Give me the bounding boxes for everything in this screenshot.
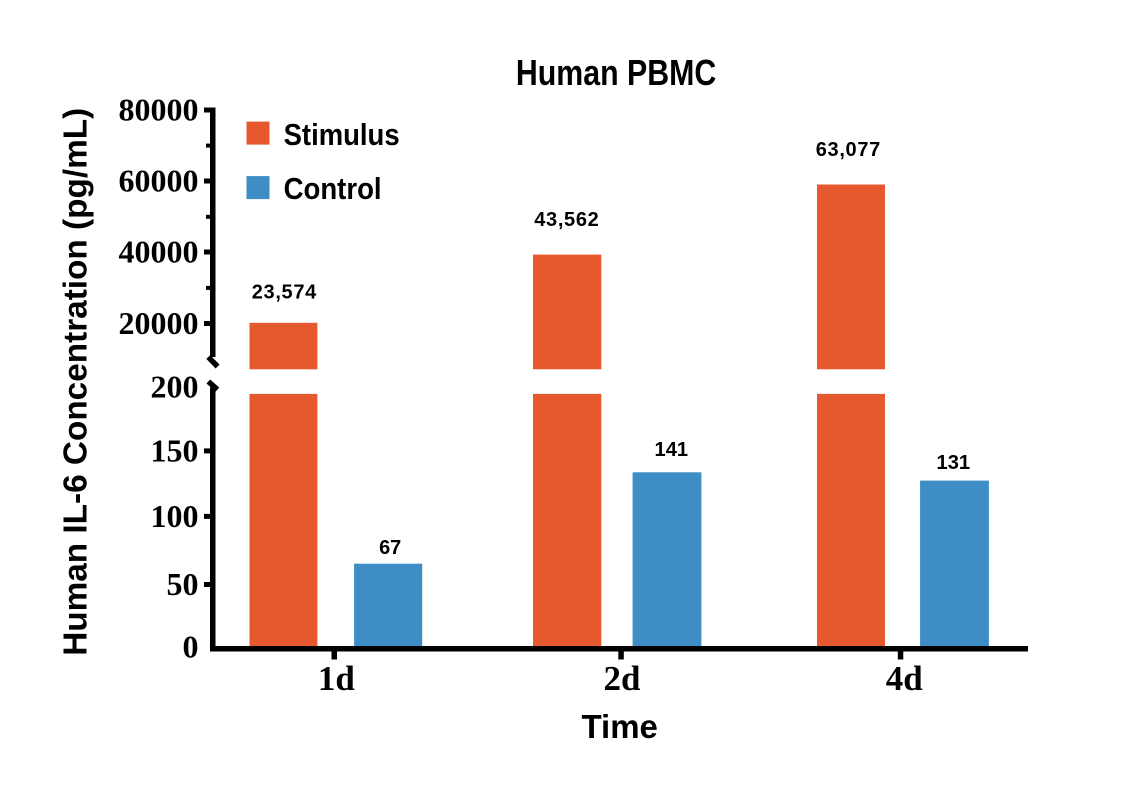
svg-text:Human PBMC: Human PBMC xyxy=(516,52,716,93)
svg-text:43,562: 43,562 xyxy=(534,209,599,231)
svg-text:80000: 80000 xyxy=(119,92,199,128)
svg-text:131: 131 xyxy=(937,452,971,474)
svg-text:23,574: 23,574 xyxy=(252,282,317,304)
svg-text:67: 67 xyxy=(379,537,401,559)
svg-text:50: 50 xyxy=(167,566,199,602)
svg-text:63,077: 63,077 xyxy=(816,139,881,161)
svg-text:Human IL-6 Concentration (pg/m: Human IL-6 Concentration (pg/mL) xyxy=(57,108,94,656)
svg-text:4d: 4d xyxy=(886,659,924,698)
svg-text:Stimulus: Stimulus xyxy=(284,117,400,152)
svg-text:100: 100 xyxy=(151,498,199,534)
svg-text:60000: 60000 xyxy=(119,163,199,199)
svg-text:2d: 2d xyxy=(604,659,642,698)
svg-text:150: 150 xyxy=(151,433,199,469)
svg-text:40000: 40000 xyxy=(119,234,199,270)
svg-text:141: 141 xyxy=(655,439,689,461)
svg-text:200: 200 xyxy=(151,369,199,405)
svg-text:Control: Control xyxy=(284,171,382,206)
svg-text:20000: 20000 xyxy=(119,305,199,341)
svg-text:Time: Time xyxy=(581,708,657,745)
svg-text:1d: 1d xyxy=(318,659,356,698)
svg-text:0: 0 xyxy=(183,628,199,664)
